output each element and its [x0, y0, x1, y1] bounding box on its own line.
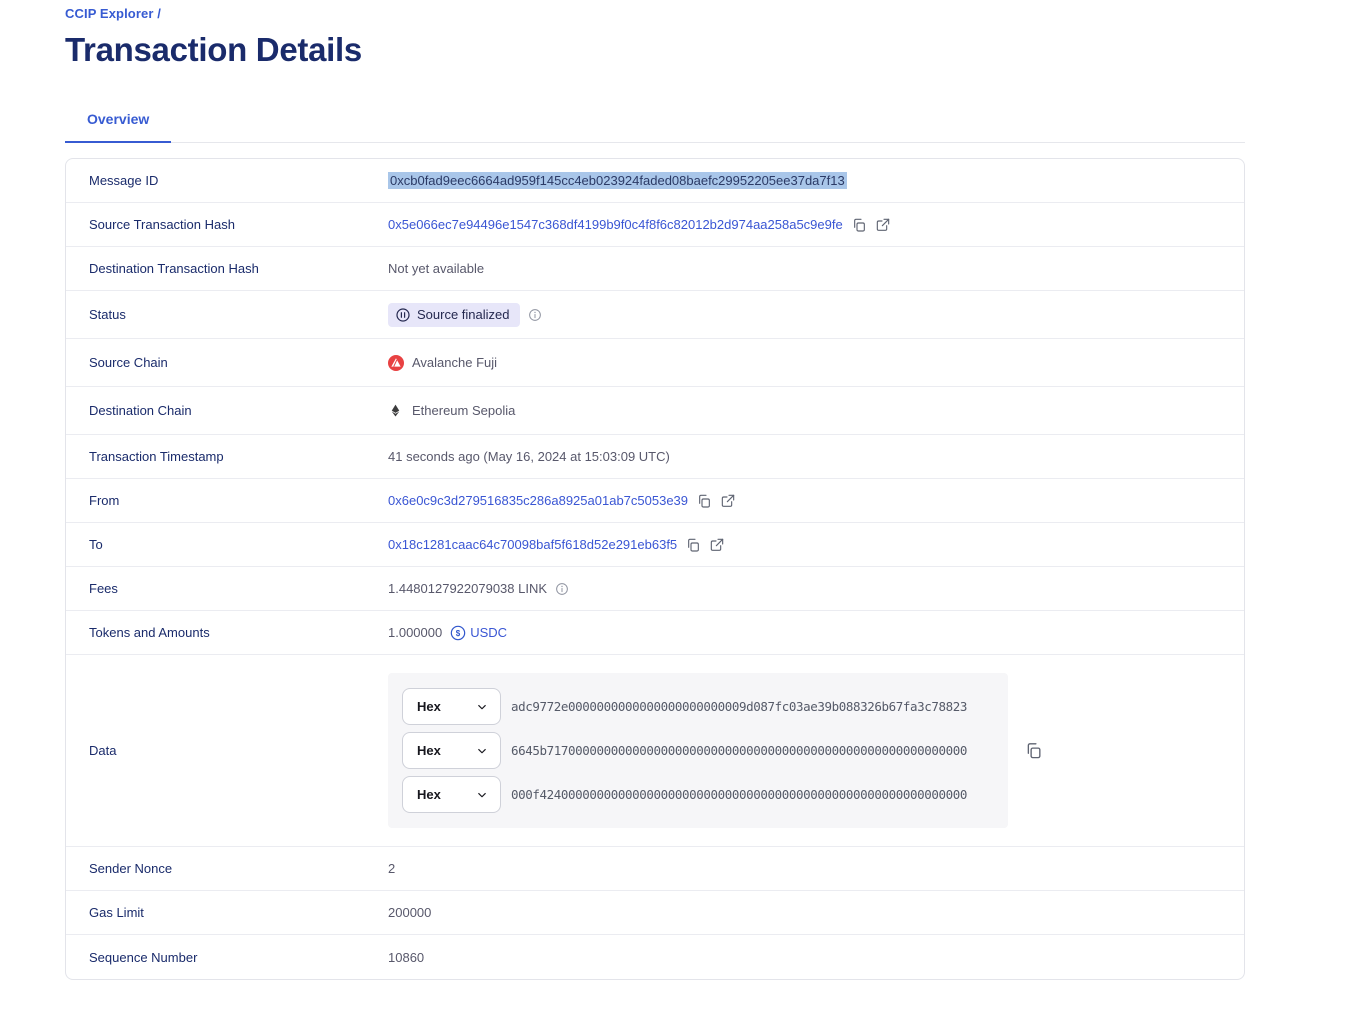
avalanche-icon: [388, 354, 404, 371]
fees-label: Fees: [89, 581, 118, 596]
breadcrumb-separator: /: [157, 6, 161, 21]
row-message-id: Message ID 0xcb0fad9eec6664ad959f145cc4e…: [66, 159, 1244, 203]
tokens-label: Tokens and Amounts: [89, 625, 210, 640]
tab-bar: Overview: [65, 111, 1245, 143]
timestamp-label: Transaction Timestamp: [89, 449, 224, 464]
external-link-icon[interactable]: [709, 537, 725, 553]
status-pause-circle-icon: [395, 307, 411, 323]
page-title: Transaction Details: [65, 31, 362, 68]
timestamp-value: 41 seconds ago (May 16, 2024 at 15:03:09…: [388, 449, 670, 464]
data-hex-value: 6645b71700000000000000000000000000000000…: [511, 743, 968, 758]
dest-chain-value: Ethereum Sepolia: [412, 403, 516, 418]
ethereum-icon: [388, 403, 404, 419]
data-label: Data: [89, 743, 117, 758]
to-label: To: [89, 537, 103, 552]
chevron-down-icon: [478, 704, 486, 709]
sender-nonce-value: 2: [388, 861, 396, 876]
hex-format-value: Hex: [417, 787, 441, 802]
chevron-down-icon: [478, 792, 486, 797]
hex-format-value: Hex: [417, 743, 441, 758]
message-id-label: Message ID: [89, 173, 159, 188]
sequence-number-label: Sequence Number: [89, 949, 198, 965]
row-gas-limit: Gas Limit 200000: [66, 891, 1244, 935]
copy-icon[interactable]: [685, 537, 701, 553]
copy-icon[interactable]: [696, 493, 712, 509]
fees-value: 1.4480127922079038 LINK: [388, 581, 548, 596]
from-label: From: [89, 493, 120, 508]
hex-format-select[interactable]: Hex: [402, 776, 501, 813]
hex-format-select[interactable]: Hex: [402, 732, 501, 769]
row-source-chain: Source Chain Avalanche Fuji: [66, 339, 1244, 387]
row-fees: Fees 1.4480127922079038 LINK: [66, 567, 1244, 611]
hex-format-select[interactable]: Hex: [402, 688, 501, 725]
fees-info-icon[interactable]: [555, 582, 569, 596]
row-data: Data Hex adc9772e00000000000000000000000…: [66, 655, 1244, 847]
data-hex-panel: Hex adc9772e0000000000000000000000009d08…: [388, 673, 1008, 828]
transaction-details-card: Message ID 0xcb0fad9eec6664ad959f145cc4e…: [65, 158, 1245, 980]
row-from: From 0x6e0c9c3d279516835c286a8925a01ab7c…: [66, 479, 1244, 523]
message-id-value: 0xcb0fad9eec6664ad959f145cc4eb023924fade…: [388, 172, 847, 189]
source-tx-hash-link[interactable]: 0x5e066ec7e94496e1547c368df4199b9f0c4f8f…: [388, 217, 843, 232]
tab-overview[interactable]: Overview: [65, 111, 172, 143]
row-to: To 0x18c1281caac64c70098baf5f618d52e291e…: [66, 523, 1244, 567]
external-link-icon[interactable]: [720, 493, 736, 509]
transaction-details-page: CCIP Explorer / Transaction Details Over…: [65, 0, 1245, 980]
sender-nonce-label: Sender Nonce: [89, 861, 173, 876]
status-badge-text: Source finalized: [417, 307, 510, 322]
breadcrumb-ccip-explorer-link[interactable]: CCIP Explorer: [65, 6, 154, 21]
dest-chain-label: Destination Chain: [89, 403, 192, 418]
status-badge: Source finalized: [388, 302, 520, 327]
dest-tx-hash-value: Not yet available: [388, 261, 485, 276]
status-info-icon[interactable]: [528, 308, 542, 322]
data-hex-line: Hex 000f42400000000000000000000000000000…: [402, 776, 994, 813]
row-timestamp: Transaction Timestamp 41 seconds ago (Ma…: [66, 435, 1244, 479]
source-tx-hash-label: Source Transaction Hash: [89, 217, 235, 232]
from-address-link[interactable]: 0x6e0c9c3d279516835c286a8925a01ab7c5053e…: [388, 493, 689, 508]
data-hex-value: 000f424000000000000000000000000000000000…: [511, 787, 968, 802]
dest-tx-hash-label: Destination Transaction Hash: [89, 261, 259, 276]
gas-limit-label: Gas Limit: [89, 905, 144, 920]
token-symbol-link[interactable]: USDC: [470, 625, 508, 640]
row-dest-tx-hash: Destination Transaction Hash Not yet ava…: [66, 247, 1244, 291]
source-chain-value: Avalanche Fuji: [412, 355, 498, 370]
row-status: Status Source finalized: [66, 291, 1244, 339]
status-label: Status: [89, 307, 126, 322]
hex-format-value: Hex: [417, 699, 441, 714]
source-chain-label: Source Chain: [89, 355, 168, 370]
row-tokens: Tokens and Amounts 1.000000 USDC: [66, 611, 1244, 655]
chevron-down-icon: [478, 748, 486, 753]
external-link-icon[interactable]: [875, 217, 891, 233]
row-source-tx-hash: Source Transaction Hash 0x5e066ec7e94496…: [66, 203, 1244, 247]
sequence-number-value: 10860: [388, 949, 425, 965]
row-sender-nonce: Sender Nonce 2: [66, 847, 1244, 891]
data-hex-line: Hex adc9772e0000000000000000000000009d08…: [402, 688, 994, 725]
data-hex-line: Hex 6645b7170000000000000000000000000000…: [402, 732, 994, 769]
row-sequence-number: Sequence Number 10860: [66, 935, 1244, 979]
token-amount: 1.000000: [388, 625, 443, 640]
to-address-link[interactable]: 0x18c1281caac64c70098baf5f618d52e291eb63…: [388, 537, 678, 552]
copy-icon[interactable]: [1024, 741, 1043, 760]
row-dest-chain: Destination Chain Ethereum Sepolia: [66, 387, 1244, 435]
gas-limit-value: 200000: [388, 905, 432, 920]
breadcrumb: CCIP Explorer /: [65, 6, 1245, 21]
usdc-icon: [450, 625, 466, 641]
copy-icon[interactable]: [851, 217, 867, 233]
data-hex-value: adc9772e0000000000000000000000009d087fc0…: [511, 699, 968, 714]
